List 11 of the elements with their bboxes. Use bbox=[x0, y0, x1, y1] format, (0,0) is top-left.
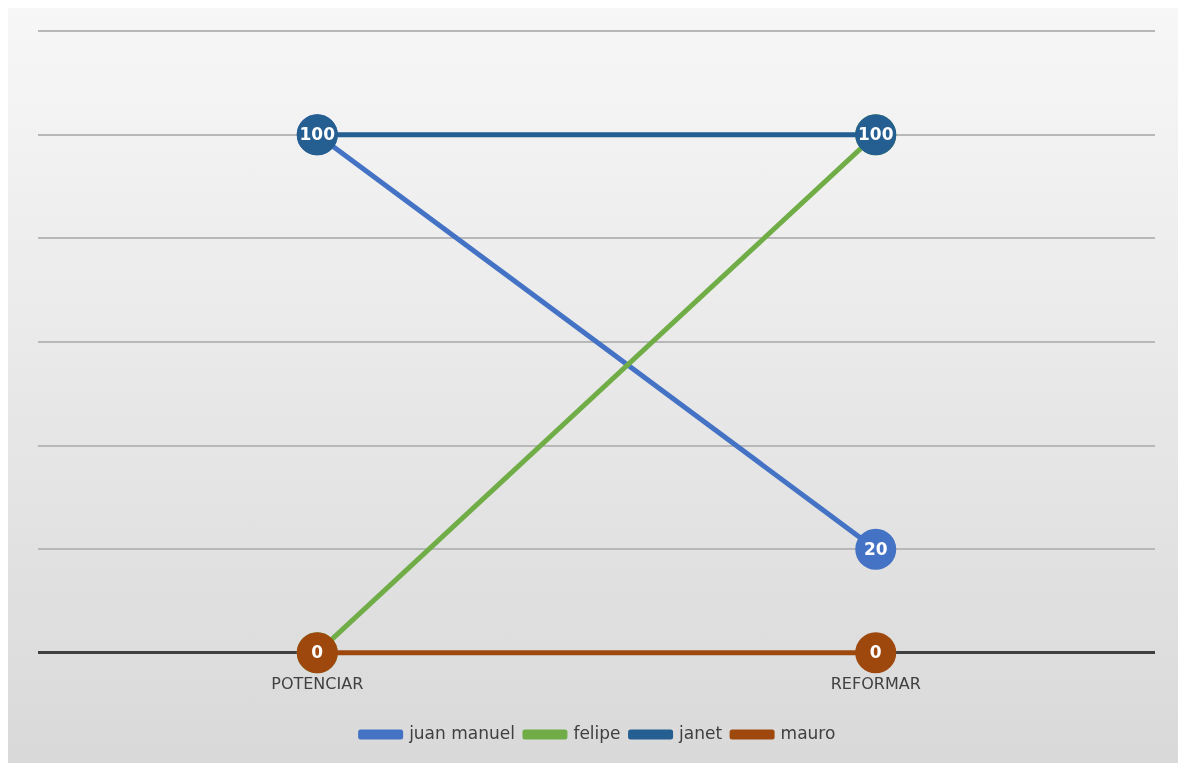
legend-label: felipe bbox=[573, 722, 621, 743]
legend-label: mauro bbox=[780, 722, 836, 743]
data-label: 100 bbox=[299, 124, 336, 145]
data-label: 0 bbox=[869, 642, 882, 663]
legend-label: juan manuel bbox=[408, 722, 515, 743]
x-tick-label: REFORMAR bbox=[830, 673, 921, 693]
data-label: 100 bbox=[858, 124, 894, 145]
legend-label: janet bbox=[678, 722, 723, 743]
data-label: 0 bbox=[311, 642, 324, 663]
data-label: 20 bbox=[863, 538, 888, 559]
x-tick-label: POTENCIAR bbox=[271, 673, 364, 693]
